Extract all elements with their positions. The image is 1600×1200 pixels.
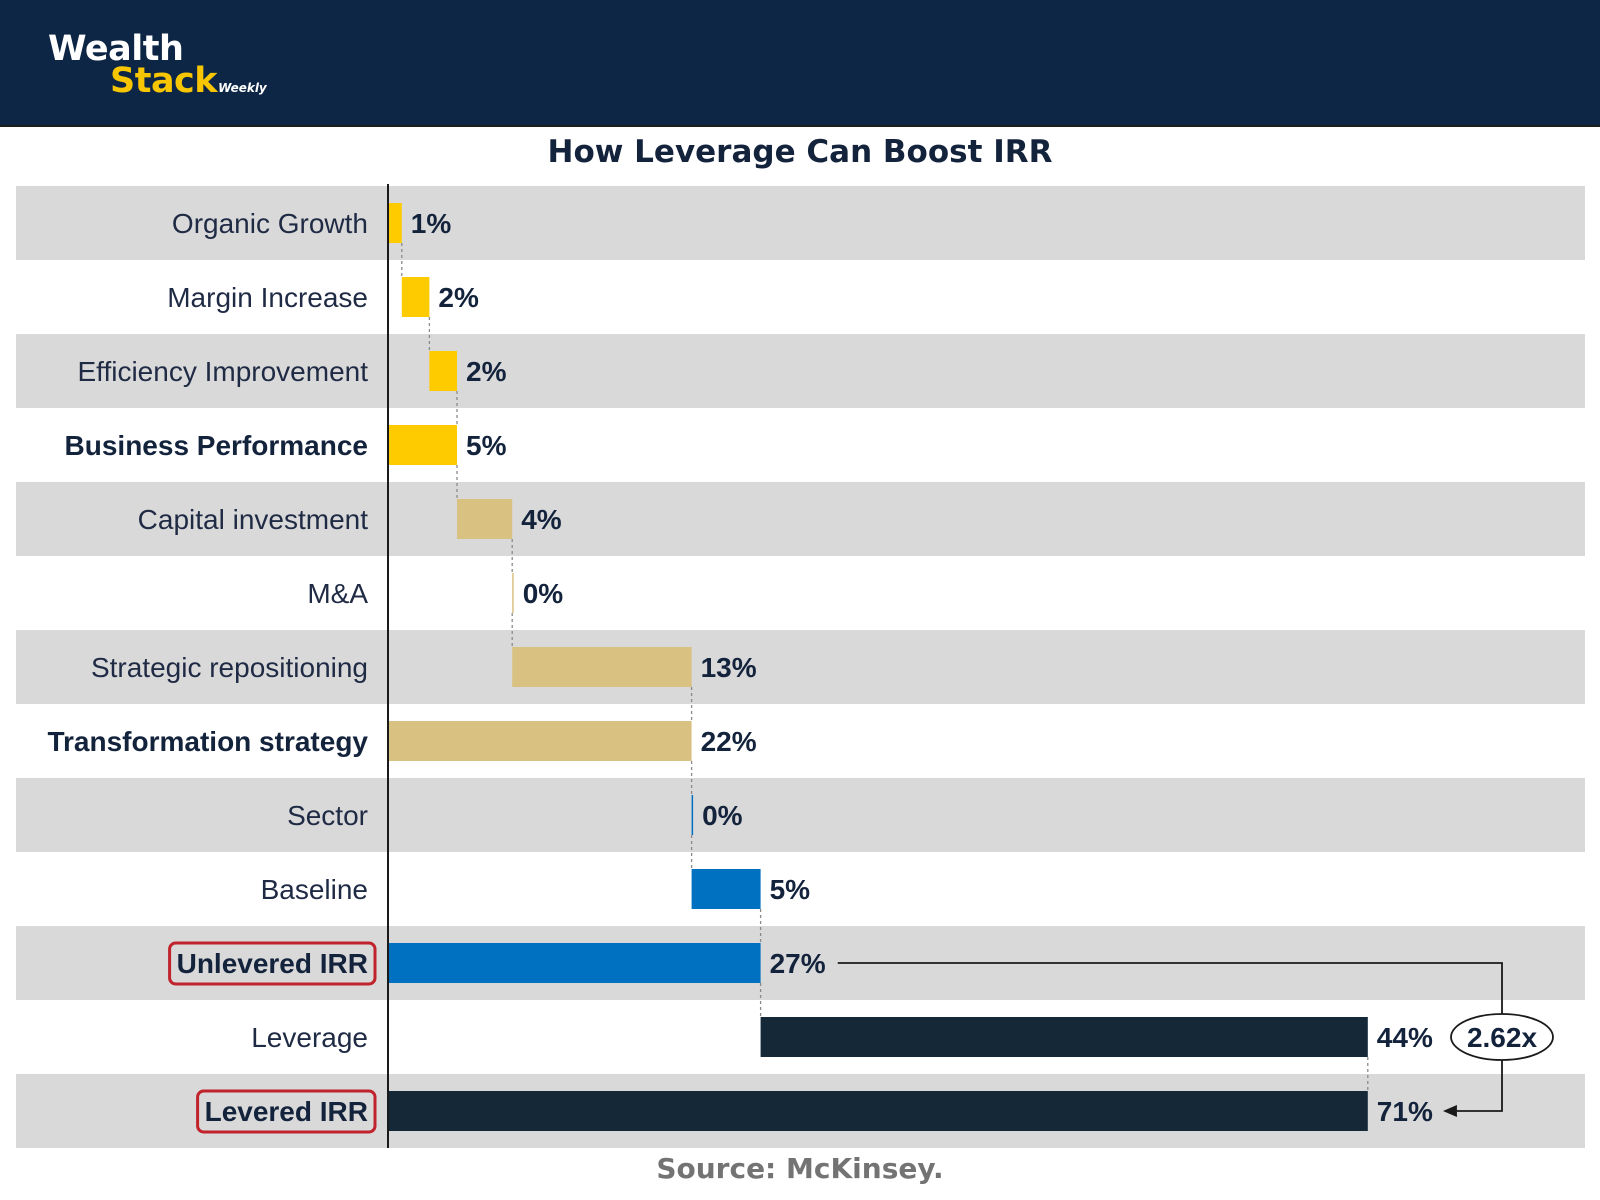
bar-efficiency-improvement	[429, 351, 457, 391]
source-note: Source: McKinsey.	[656, 1152, 944, 1185]
value-label-capital-investment: 4%	[521, 504, 562, 535]
value-label-sector: 0%	[702, 800, 743, 831]
category-label-unlevered-irr: Unlevered IRR	[177, 948, 368, 979]
multiplier-badge	[1450, 1013, 1554, 1061]
brand-logo-stack: Stack	[110, 61, 218, 101]
bar-sector	[691, 795, 694, 835]
category-label-margin-increase: Margin Increase	[167, 282, 368, 313]
category-label-transformation-strategy: Transformation strategy	[47, 726, 368, 757]
category-label-manda: M&A	[307, 578, 368, 609]
chart-title: How Leverage Can Boost IRR	[547, 134, 1053, 170]
value-label-levered-irr: 71%	[1377, 1096, 1433, 1127]
category-label-business-performance: Business Performance	[65, 430, 368, 461]
brand-logo-stack-row: StackWeekly	[110, 64, 267, 99]
multiplier-label: 2.62x	[1467, 1022, 1537, 1053]
value-label-organic-growth: 1%	[411, 208, 452, 239]
row-band	[16, 334, 1585, 408]
category-label-efficiency-improvement: Efficiency Improvement	[78, 356, 369, 387]
value-label-manda: 0%	[523, 578, 564, 609]
multiplier-arrowhead	[1442, 1105, 1457, 1117]
row-band	[16, 778, 1585, 852]
value-label-strategic-repositioning: 13%	[701, 652, 757, 683]
category-label-organic-growth: Organic Growth	[172, 208, 368, 239]
highlight-box-unlevered-irr	[168, 941, 377, 986]
value-label-business-performance: 5%	[466, 430, 507, 461]
bar-baseline	[691, 869, 761, 909]
value-label-leverage: 44%	[1377, 1022, 1433, 1053]
bar-leverage	[760, 1017, 1368, 1057]
category-label-capital-investment: Capital investment	[138, 504, 369, 535]
bar-strategic-repositioning	[512, 647, 692, 687]
value-label-efficiency-improvement: 2%	[466, 356, 507, 387]
brand-logo-weekly: Weekly	[218, 81, 267, 95]
row-band	[16, 482, 1585, 556]
bar-unlevered-irr	[388, 943, 761, 983]
value-label-transformation-strategy: 22%	[701, 726, 757, 757]
bar-business-performance	[388, 425, 457, 465]
brand-logo: Wealth StackWeekly	[48, 32, 267, 99]
row-band	[16, 630, 1585, 704]
row-band	[16, 186, 1585, 260]
bar-organic-growth	[388, 203, 402, 243]
category-label-leverage: Leverage	[251, 1022, 368, 1053]
bar-transformation-strategy	[388, 721, 692, 761]
bar-manda	[512, 573, 514, 613]
value-label-margin-increase: 2%	[438, 282, 479, 313]
highlight-box-levered-irr	[196, 1089, 377, 1134]
value-label-unlevered-irr: 27%	[770, 948, 826, 979]
header-banner: Wealth StackWeekly	[0, 0, 1600, 127]
bar-levered-irr	[388, 1091, 1368, 1131]
category-label-levered-irr: Levered IRR	[205, 1096, 368, 1127]
bar-capital-investment	[457, 499, 513, 539]
category-label-baseline: Baseline	[261, 874, 368, 905]
brand-logo-wealth: Wealth	[48, 29, 184, 69]
category-label-sector: Sector	[287, 800, 368, 831]
category-label-strategic-repositioning: Strategic repositioning	[91, 652, 368, 683]
bar-margin-increase	[401, 277, 430, 317]
value-label-baseline: 5%	[770, 874, 811, 905]
